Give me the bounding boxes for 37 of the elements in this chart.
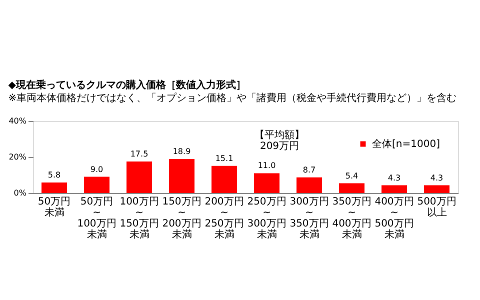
data-label: 5.4 <box>345 171 358 180</box>
x-tick-label: 150万円~200万円未満 <box>162 196 202 240</box>
chart-title: ◆現在乗っているクルマの購入価格［数値入力形式］ <box>8 79 246 91</box>
bar <box>339 183 364 193</box>
y-tick-label: 0% <box>14 188 27 198</box>
x-tick-label: 100万円~150万円未満 <box>120 196 159 240</box>
data-label: 4.3 <box>388 173 401 182</box>
bar <box>169 158 194 193</box>
bar <box>212 166 237 193</box>
data-label: 9.0 <box>90 164 104 174</box>
chart-subtitle: ※車両本体価格だけではなく、「オプション価格」や「諸費用（税金や手続代行費用など）」を含む <box>8 92 457 104</box>
bar <box>254 173 280 193</box>
data-label: 11.0 <box>258 161 276 170</box>
data-label: 18.9 <box>172 146 191 156</box>
bar <box>296 177 322 193</box>
x-tick-label: 400万円~500万円未満 <box>374 196 414 240</box>
data-label: 15.1 <box>215 154 234 163</box>
bar <box>424 185 450 193</box>
bar <box>84 176 110 193</box>
data-label: 17.5 <box>130 150 148 158</box>
x-tick-label: 50万円未満 <box>38 196 71 218</box>
bar <box>382 185 407 193</box>
y-tick-label: 20% <box>8 152 27 162</box>
bar <box>42 182 67 193</box>
bar <box>126 162 152 193</box>
x-tick-label: 50万円~100万円未満 <box>77 196 116 240</box>
x-tick-label: 200万円~250万円未満 <box>204 196 244 240</box>
x-tick-label: 350万円~400万円未満 <box>332 196 372 240</box>
y-tick-label: 40% <box>8 116 27 126</box>
data-label: 4.3 <box>430 173 444 182</box>
x-tick-label: 250万円~300万円未満 <box>247 196 286 240</box>
data-label: 8.7 <box>302 165 316 174</box>
legend-label: 全体[n=1000] <box>372 138 440 150</box>
data-label: 5.8 <box>48 170 61 180</box>
x-tick-label: 300万円~350万円未満 <box>290 196 329 240</box>
annotation: 【平均額】 209万円 <box>254 129 304 152</box>
x-tick-label: 500万円以上 <box>417 196 456 218</box>
